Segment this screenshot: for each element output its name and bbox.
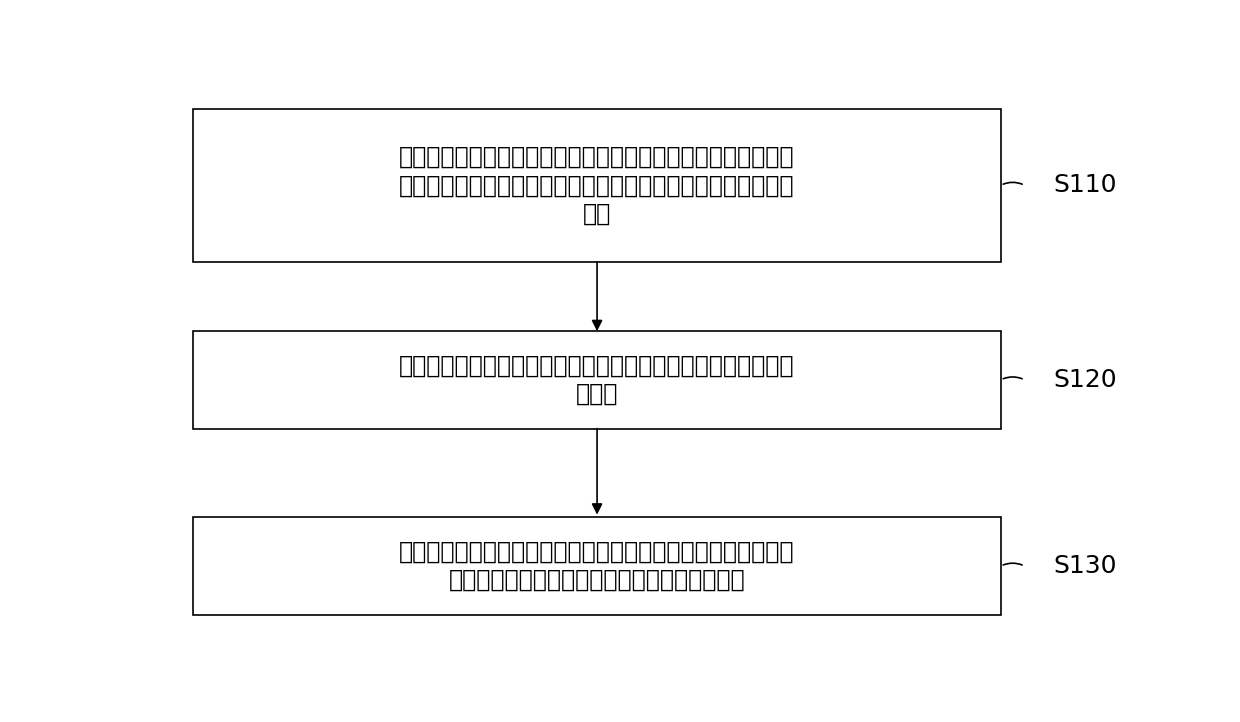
Bar [193, 109, 1001, 262]
Text: 参数阈值和流体参数采集值对液冷管路中的调节器进行一次调节: 参数阈值和流体参数采集值对液冷管路中的调节器进行一次调节 [399, 173, 795, 197]
Bar [193, 518, 1001, 615]
Text: S120: S120 [1054, 368, 1117, 392]
Text: 控制: 控制 [583, 201, 611, 225]
Text: 值和设备参数采集值对调节器进行二次调节控制: 值和设备参数采集值对调节器进行二次调节控制 [449, 568, 745, 592]
Text: S130: S130 [1054, 554, 1117, 578]
Text: 采集值: 采集值 [575, 382, 619, 406]
Text: 在对调节器进行一次调节控制的基础上，根据预设的设备参数阈: 在对调节器进行一次调节控制的基础上，根据预设的设备参数阈 [399, 540, 795, 564]
Text: 获取液冷管路中的冷却液的流体参数采集值，并根据预设的流体: 获取液冷管路中的冷却液的流体参数采集值，并根据预设的流体 [399, 145, 795, 169]
Bar [193, 331, 1001, 429]
Text: S110: S110 [1054, 173, 1117, 197]
Text: 当对调节器进行一次调节控制之后，获取待冷却设备的设备参数: 当对调节器进行一次调节控制之后，获取待冷却设备的设备参数 [399, 354, 795, 378]
